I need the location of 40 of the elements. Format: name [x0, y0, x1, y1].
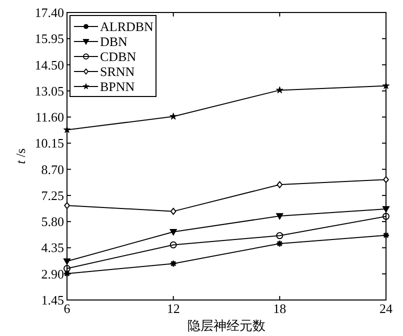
y-tick-label: 13.05 [34, 83, 64, 98]
point [170, 241, 177, 248]
point [382, 212, 390, 220]
x-tick-label: 18 [273, 301, 286, 316]
y-axis-title: t /s [13, 148, 28, 164]
y-tick-label: 11.60 [35, 110, 64, 125]
legend-label: ALRDBN [100, 19, 154, 34]
y-tick-label: 2.90 [41, 266, 64, 282]
y-tick-label: 15.95 [34, 31, 64, 46]
point [382, 206, 390, 212]
legend-label: DBN [100, 34, 128, 49]
point [170, 112, 178, 120]
point [276, 213, 284, 220]
point [170, 260, 178, 268]
y-tick-label: 17.40 [34, 5, 64, 20]
point [64, 202, 70, 210]
point [383, 176, 389, 184]
point [276, 86, 284, 94]
x-tick-label: 12 [166, 301, 180, 316]
y-tick-label: 5.80 [41, 214, 64, 230]
legend-label: BPNN [100, 79, 136, 94]
y-tick-label: 14.50 [34, 57, 64, 72]
y-tick-label: 4.35 [41, 240, 64, 256]
point [64, 264, 70, 272]
point [170, 208, 176, 215]
y-tick-label: 1.45 [41, 292, 64, 308]
legend-label: CDBN [100, 49, 137, 64]
point [276, 181, 283, 188]
point [276, 240, 284, 248]
y-tick-label: 7.25 [41, 188, 64, 203]
y-tick-label: 10.15 [34, 136, 64, 151]
point [64, 258, 70, 265]
y-tick-label: 8.70 [41, 162, 64, 177]
x-axis-title: 隐层神经元数 [188, 318, 266, 333]
x-tick-label: 24 [380, 301, 393, 316]
legend-label: SRNN [100, 64, 136, 79]
point [170, 228, 177, 236]
point [382, 82, 390, 90]
point [276, 232, 284, 240]
x-tick-label: 6 [64, 301, 71, 316]
